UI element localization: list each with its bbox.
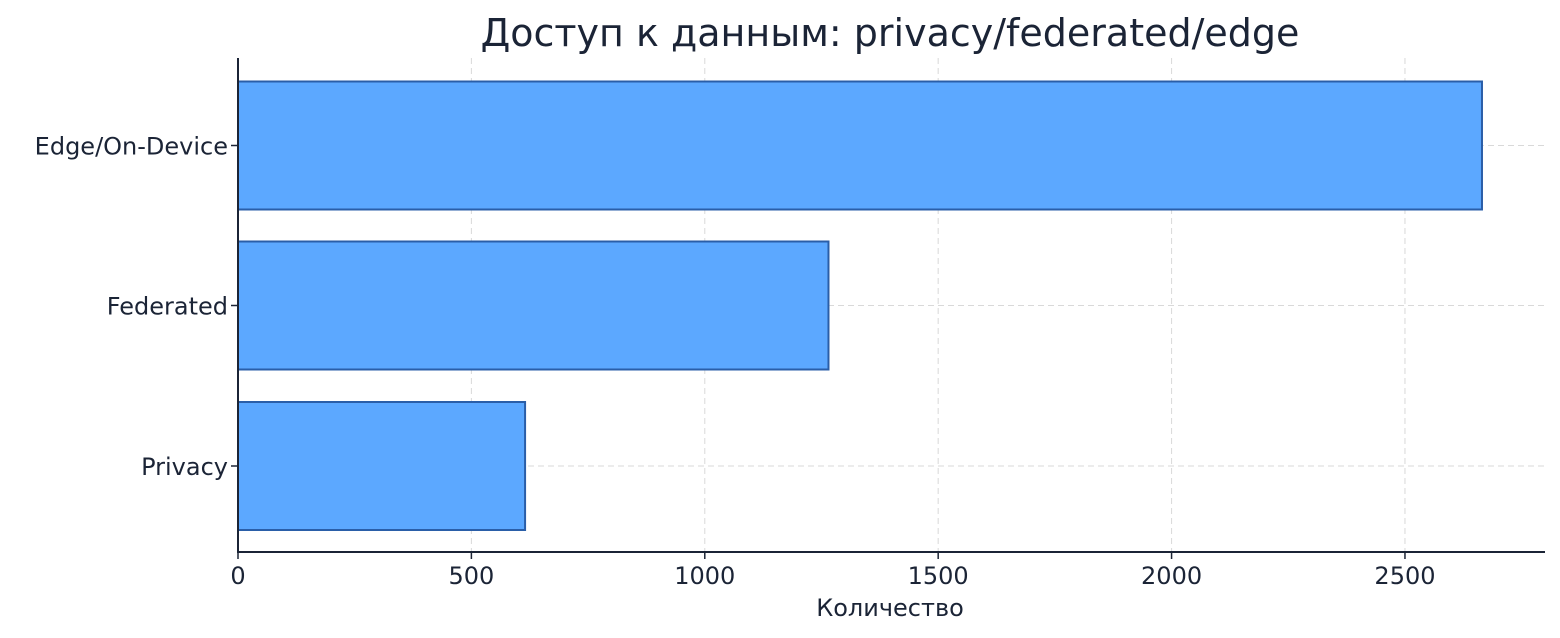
x-tick-label: 1500 xyxy=(908,562,969,590)
tick-labels: 0 500 1000 1500 2000 2500 Privacy Federated Edge… xyxy=(35,133,1436,591)
x-tick-label: 1000 xyxy=(674,562,735,590)
x-tick-label: 0 xyxy=(230,562,245,590)
x-tick-label: 500 xyxy=(448,562,494,590)
bar-edge-on-device xyxy=(237,80,1483,211)
x-tick-label: 2000 xyxy=(1141,562,1202,590)
x-axis-label: Количество xyxy=(816,594,964,622)
x-tick-label: 2500 xyxy=(1374,562,1435,590)
y-tick-label: Edge/On-Device xyxy=(35,133,228,161)
y-tick-label: Privacy xyxy=(141,453,228,481)
y-tick-label: Federated xyxy=(107,293,228,321)
bar-privacy xyxy=(237,401,527,531)
bar-federated xyxy=(237,240,830,371)
chart-title: Доступ к данным: privacy/federated/edge xyxy=(481,11,1300,55)
